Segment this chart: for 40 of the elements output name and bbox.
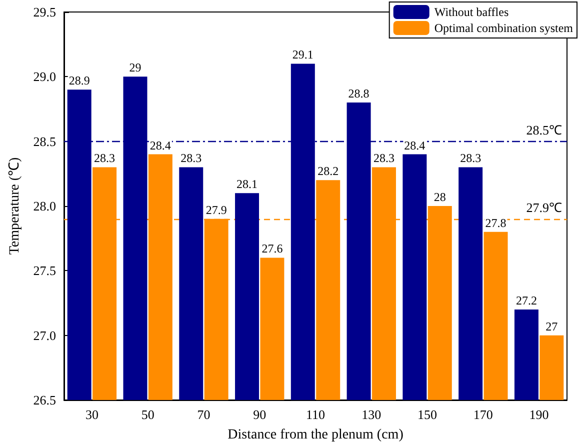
data-label: 28.8 [348,86,370,101]
x-tick-label: 150 [418,407,438,422]
data-label: 28.9 [68,74,90,88]
y-tick-label: 26.5 [33,392,56,408]
ref-line-label: 28.5℃ [526,122,562,138]
y-tick-label: 28.5 [33,134,56,149]
data-label: 28.4 [404,138,426,152]
x-tick-label: 170 [473,407,493,422]
data-label: 28.3 [460,151,482,166]
data-label: 29.1 [292,48,314,62]
data-label: 27.6 [262,242,283,256]
data-label: 27.2 [516,293,537,308]
data-label: 28.4 [150,138,171,152]
data-label: 27.9 [206,202,227,217]
x-tick-label: 130 [362,407,382,422]
y-tick-label: 27.0 [33,328,56,343]
y-tick-label: 29.0 [33,69,56,84]
y-tick-label: 27.5 [33,263,56,278]
data-label: 28 [434,190,446,204]
y-axis-title: Temperature (℃) [8,156,22,255]
legend-label: Optimal combination system [434,21,574,35]
x-tick-label: 50 [141,407,154,422]
y-tick-label: 29.5 [33,4,56,20]
data-label: 29 [129,60,142,75]
data-label: 28.3 [373,151,394,166]
data-label: 27 [546,319,558,334]
legend-label: Without baffles [434,5,509,19]
x-tick-label: 70 [197,407,210,422]
y-tick-label: 28.0 [33,198,56,214]
data-label: 28.3 [180,151,202,166]
data-label: 28.2 [318,164,339,178]
x-tick-label: 30 [85,407,98,422]
x-axis-title: Distance from the plenum (cm) [228,428,404,442]
x-tick-label: 190 [529,407,549,422]
x-tick-label: 90 [253,407,266,422]
data-label: 28.3 [94,151,116,166]
ref-line-label: 27.9℃ [526,200,562,215]
x-tick-label: 110 [306,407,326,422]
data-label: 27.8 [485,216,506,230]
data-label: 28.1 [236,177,258,192]
